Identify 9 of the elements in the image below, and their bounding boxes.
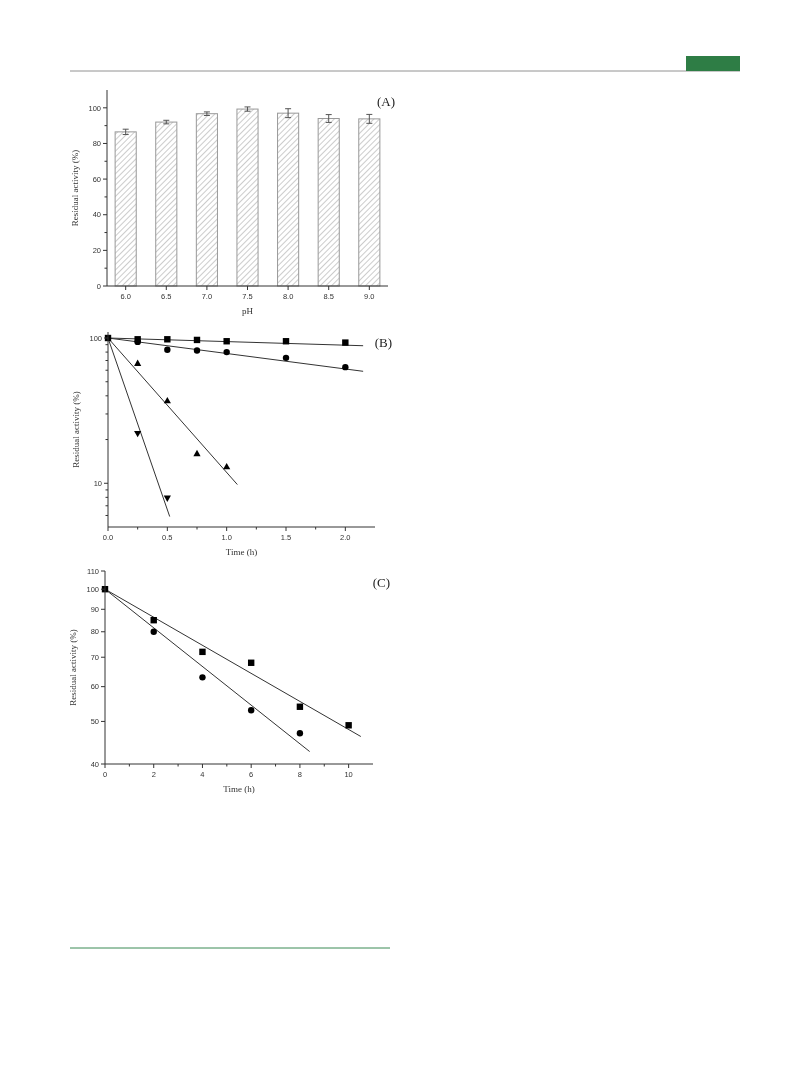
x-axis-title: pH — [242, 306, 254, 316]
x-axis-title: Time (h) — [223, 784, 255, 794]
annotation: (B) — [374, 335, 392, 350]
y-axis-title: Residual activity (%) — [70, 149, 80, 227]
annotation: (A) — [376, 94, 395, 109]
y-axis-title: Residual activity (%) — [71, 391, 81, 468]
y-axis-title: Residual activity (%) — [68, 629, 78, 706]
annotation: (C) — [372, 575, 390, 590]
x-axis-title: Time (h) — [225, 547, 258, 557]
